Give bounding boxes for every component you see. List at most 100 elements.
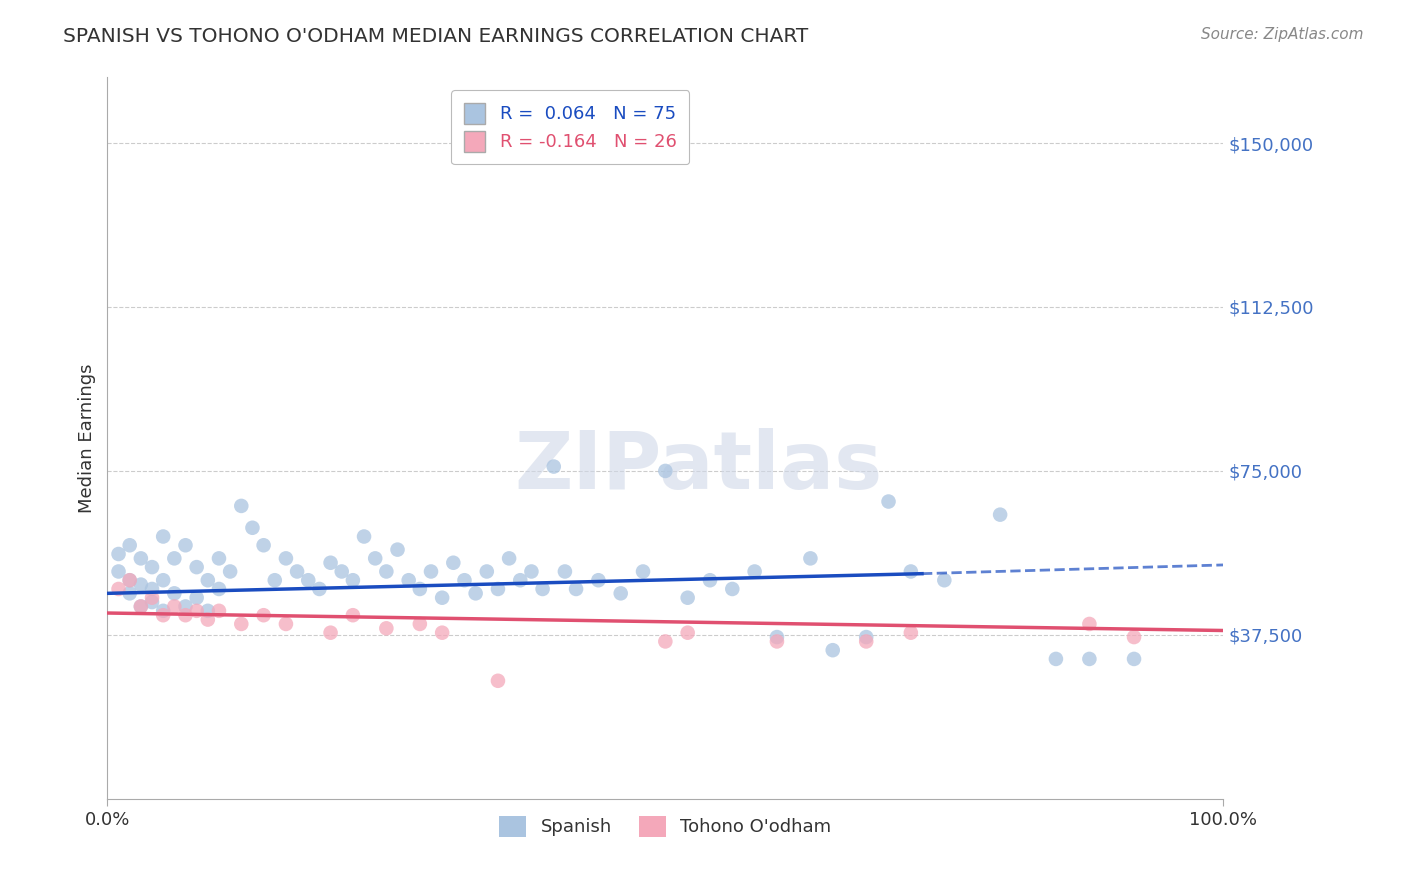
Point: [118, 538, 141, 552]
Point: [152, 604, 174, 618]
Point: [319, 556, 342, 570]
Point: [1123, 652, 1146, 666]
Point: [118, 586, 141, 600]
Point: [934, 573, 956, 587]
Point: [554, 565, 576, 579]
Point: [129, 599, 152, 614]
Point: [486, 673, 509, 688]
Point: [141, 595, 163, 609]
Point: [297, 573, 319, 587]
Point: [107, 547, 129, 561]
Point: [430, 625, 453, 640]
Point: [342, 573, 364, 587]
Text: ZIPatlas: ZIPatlas: [515, 428, 883, 506]
Point: [330, 565, 353, 579]
Legend: Spanish, Tohono O'odham: Spanish, Tohono O'odham: [492, 809, 839, 844]
Point: [441, 556, 464, 570]
Point: [453, 573, 475, 587]
Y-axis label: Median Earnings: Median Earnings: [79, 363, 96, 513]
Point: [988, 508, 1011, 522]
Point: [186, 560, 208, 574]
Point: [900, 625, 922, 640]
Point: [1123, 630, 1146, 644]
Point: [274, 616, 297, 631]
Point: [186, 591, 208, 605]
Point: [152, 608, 174, 623]
Point: [744, 565, 766, 579]
Point: [252, 538, 274, 552]
Point: [163, 599, 186, 614]
Point: [129, 551, 152, 566]
Point: [242, 521, 264, 535]
Point: [107, 582, 129, 596]
Point: [208, 551, 231, 566]
Point: [430, 591, 453, 605]
Point: [409, 616, 432, 631]
Point: [900, 565, 922, 579]
Point: [531, 582, 554, 596]
Point: [409, 582, 432, 596]
Point: [375, 621, 398, 635]
Point: [631, 565, 654, 579]
Point: [498, 551, 520, 566]
Point: [766, 634, 789, 648]
Point: [654, 634, 676, 648]
Point: [1078, 616, 1101, 631]
Point: [152, 529, 174, 543]
Point: [174, 538, 197, 552]
Point: [197, 573, 219, 587]
Point: [231, 499, 253, 513]
Point: [219, 565, 242, 579]
Point: [285, 565, 308, 579]
Point: [654, 464, 676, 478]
Point: [699, 573, 721, 587]
Point: [387, 542, 409, 557]
Point: [163, 551, 186, 566]
Point: [721, 582, 744, 596]
Point: [475, 565, 498, 579]
Point: [163, 586, 186, 600]
Point: [353, 529, 375, 543]
Point: [766, 630, 789, 644]
Point: [821, 643, 844, 657]
Point: [197, 613, 219, 627]
Point: [263, 573, 285, 587]
Point: [141, 591, 163, 605]
Point: [520, 565, 543, 579]
Point: [509, 573, 531, 587]
Point: [1045, 652, 1067, 666]
Point: [186, 604, 208, 618]
Point: [588, 573, 610, 587]
Text: SPANISH VS TOHONO O'ODHAM MEDIAN EARNINGS CORRELATION CHART: SPANISH VS TOHONO O'ODHAM MEDIAN EARNING…: [63, 27, 808, 45]
Point: [174, 599, 197, 614]
Point: [118, 573, 141, 587]
Point: [129, 577, 152, 591]
Point: [464, 586, 486, 600]
Point: [141, 560, 163, 574]
Point: [1078, 652, 1101, 666]
Point: [609, 586, 631, 600]
Point: [308, 582, 330, 596]
Point: [231, 616, 253, 631]
Point: [118, 573, 141, 587]
Point: [543, 459, 565, 474]
Point: [274, 551, 297, 566]
Point: [398, 573, 420, 587]
Text: Source: ZipAtlas.com: Source: ZipAtlas.com: [1201, 27, 1364, 42]
Point: [319, 625, 342, 640]
Point: [855, 634, 877, 648]
Point: [197, 604, 219, 618]
Point: [877, 494, 900, 508]
Point: [342, 608, 364, 623]
Point: [855, 630, 877, 644]
Point: [141, 582, 163, 596]
Point: [565, 582, 588, 596]
Point: [252, 608, 274, 623]
Point: [208, 604, 231, 618]
Point: [486, 582, 509, 596]
Point: [676, 591, 699, 605]
Point: [152, 573, 174, 587]
Point: [174, 608, 197, 623]
Point: [375, 565, 398, 579]
Point: [420, 565, 443, 579]
